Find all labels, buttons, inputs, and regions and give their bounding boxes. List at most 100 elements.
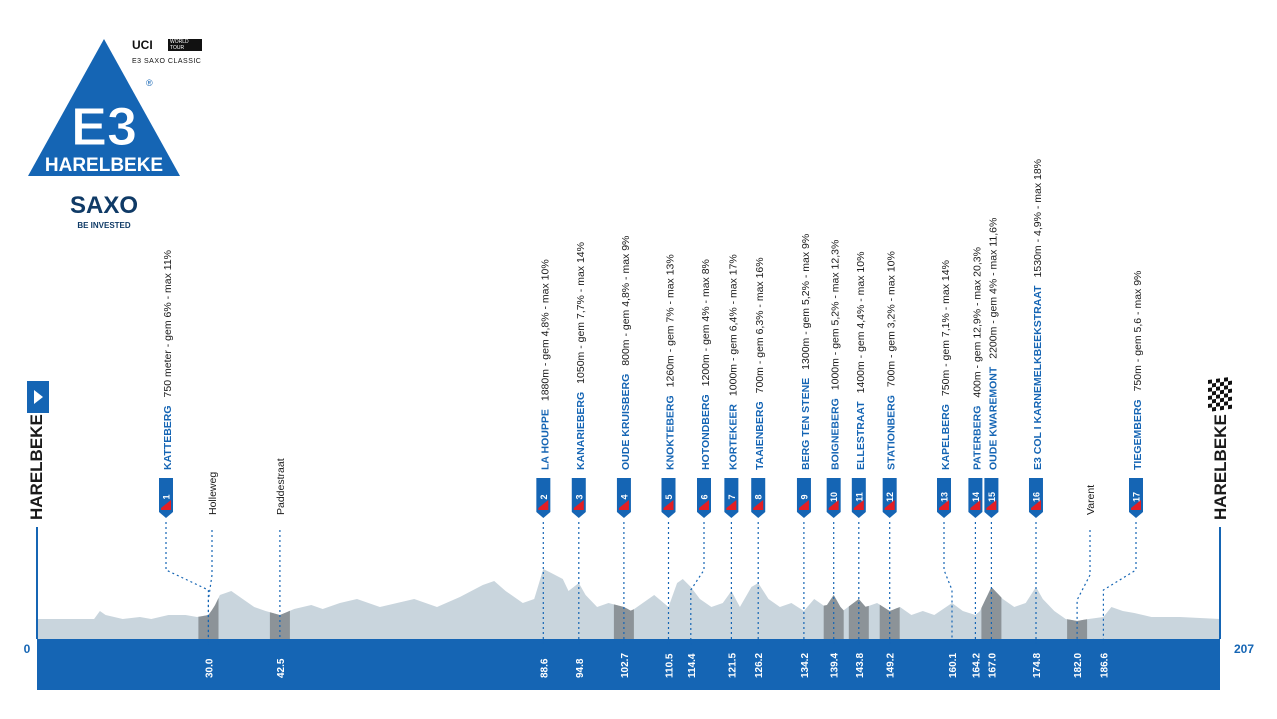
climb-slope-icon — [573, 500, 584, 510]
flag-cell — [1212, 394, 1216, 400]
uci-world-tour-label: WORLD TOUR — [168, 39, 202, 51]
cobble-sector-marker: Holleweg — [207, 472, 219, 645]
climb-name: BOIGNEBERG — [830, 398, 842, 470]
flag-cell — [1228, 404, 1232, 410]
climb-slope-icon — [939, 500, 949, 510]
flag-cell — [1208, 403, 1212, 408]
climb-details: 1880m - gem 4,8% - max 10% — [539, 259, 551, 401]
climb-number: 10 — [829, 492, 839, 502]
climb-details: 1300m - gem 5,2% - max 9% — [800, 234, 812, 370]
flag-cell — [1220, 377, 1224, 383]
climb-number: 5 — [664, 494, 674, 499]
flag-cell — [1208, 379, 1212, 384]
flag-cell — [1228, 396, 1232, 402]
climb-number: 7 — [727, 494, 737, 499]
climb-slope-icon — [161, 500, 171, 510]
climb-label: STATIONBERG 700m - gem 3,2% - max 10% — [886, 251, 898, 470]
climb-label: KNOKTEBERG 1260m - gem 7% - max 13% — [665, 254, 677, 470]
flag-cell — [1216, 378, 1220, 383]
climb-label: KATTEBERG 750 meter - gem 6% - max 11% — [162, 250, 174, 470]
logo-name: HARELBEKE — [45, 155, 163, 176]
km-label: 164.2 — [971, 653, 982, 678]
climb-marker: 7 KORTEKEER 1000m - gem 6,4% - max 17% — [724, 254, 739, 645]
climb-marker: 12 STATIONBERG 700m - gem 3,2% - max 10% — [882, 251, 898, 645]
climb-details: 1050m - gem 7,7% - max 14% — [575, 242, 587, 384]
climb-name: HOTONDBERG — [700, 394, 712, 470]
cobble-sector-name: Varent — [1085, 485, 1097, 515]
climb-slope-icon — [970, 500, 981, 510]
flag-cell — [1216, 390, 1220, 395]
climb-number: 15 — [987, 492, 997, 502]
km-label: 114.4 — [687, 653, 698, 678]
climb-details: 1000m - gem 6,4% - max 17% — [727, 254, 739, 396]
flag-cell — [1228, 376, 1232, 382]
climb-marker: 17 TIEGEMBERG 750m - gem 5,6 - max 9% — [1102, 271, 1144, 645]
flag-cell — [1224, 377, 1228, 382]
logo-tagline: BE INVESTED — [77, 221, 131, 230]
logo-registered-mark: ® — [146, 78, 153, 88]
km-label: 149.2 — [886, 653, 897, 678]
climb-number: 16 — [1032, 492, 1042, 502]
flag-cell — [1220, 385, 1224, 391]
climb-details: 800m - gem 4,8% - max 9% — [620, 236, 632, 366]
climb-name: KNOKTEBERG — [665, 395, 677, 470]
climb-number: 9 — [799, 494, 809, 499]
climb-details: 400m - gem 12,9% - max 20,3% — [971, 247, 983, 398]
climb-leader-line — [165, 522, 209, 645]
climb-slope-icon — [753, 500, 764, 510]
climb-details: 1200m - gem 4% - max 8% — [700, 259, 712, 386]
flag-cell — [1224, 393, 1228, 398]
climb-label: OUDE KWAREMONT 2200m - gem 4% - max 11,6% — [987, 218, 999, 470]
km-label: 42.5 — [276, 658, 287, 678]
play-icon — [34, 390, 43, 404]
climb-number: 8 — [754, 494, 764, 499]
climb-number: 13 — [940, 492, 950, 502]
climb-label: HOTONDBERG 1200m - gem 4% - max 8% — [700, 259, 712, 470]
climb-marker: 9 BERG TEN STENE 1300m - gem 5,2% - max 9% — [796, 234, 812, 645]
climb-label: KORTEKEER 1000m - gem 6,4% - max 17% — [727, 254, 739, 470]
climb-slope-icon — [618, 500, 629, 510]
climb-details: 750 meter - gem 6% - max 11% — [162, 250, 174, 397]
sector-shade — [269, 610, 290, 639]
climb-details: 2200m - gem 4% - max 11,6% — [987, 218, 999, 359]
km-label: 30.0 — [204, 658, 215, 678]
uci-world-tour-badge: UCI WORLD TOUR E3 SAXO CLASSIC — [132, 38, 212, 68]
climb-marker: 16 E3 COL I KARNEMELKBEEKSTRAAT 1530m - 4,… — [1028, 159, 1044, 645]
climb-label: ELLESTRAAT 1400m - gem 4,4% - max 10% — [855, 252, 867, 470]
km-label: 143.8 — [855, 653, 866, 678]
climb-name: PATERBERG — [971, 406, 983, 470]
start-flag-icon — [27, 381, 49, 413]
climb-slope-icon — [1030, 500, 1041, 510]
climb-slope-icon — [884, 500, 895, 510]
km-label: 139.4 — [830, 653, 841, 678]
climb-label: BOIGNEBERG 1000m - gem 5,2% - max 12,3% — [830, 240, 842, 470]
cobble-sector-name: Holleweg — [207, 472, 219, 515]
flag-cell — [1228, 384, 1232, 390]
flag-cell — [1212, 386, 1216, 392]
flag-cell — [1220, 405, 1224, 411]
climb-slope-icon — [798, 500, 809, 510]
climb-marker: 11 ELLESTRAAT 1400m - gem 4,4% - max 10% — [851, 252, 867, 645]
flag-cell — [1220, 397, 1224, 403]
climb-slope-icon — [828, 500, 839, 510]
climb-number: 3 — [574, 494, 584, 499]
km-label: 102.7 — [620, 653, 631, 678]
climb-name: TAAIENBERG — [754, 401, 766, 470]
km-label: 94.8 — [575, 658, 586, 678]
climb-number: 6 — [700, 494, 710, 499]
climb-marker: 6 HOTONDBERG 1200m - gem 4% - max 8% — [690, 259, 712, 645]
e3-harelbeke-logo: E3 ® HARELBEKE SAXO BE INVESTED — [28, 39, 180, 230]
climb-marker: 4 OUDE KRUISBERG 800m - gem 4,8% - max 9% — [616, 236, 632, 645]
km-label: 88.6 — [539, 658, 550, 678]
km-label: 110.5 — [665, 653, 676, 678]
flag-cell — [1224, 397, 1228, 402]
climb-name: KAPELBERG — [940, 404, 952, 470]
climb-details: 1530m - 4,9% - max 18% — [1032, 159, 1044, 277]
flag-cell — [1220, 381, 1224, 387]
climb-name: E3 COL I KARNEMELKBEEKSTRAAT — [1032, 285, 1044, 470]
climb-name: KANARIEBERG — [575, 392, 587, 470]
flag-cell — [1208, 395, 1212, 400]
climb-name: LA HOUPPE — [539, 409, 551, 470]
flag-cell — [1228, 392, 1232, 398]
climb-marker: 13 KAPELBERG 750m - gem 7,1% - max 14% — [937, 260, 953, 645]
